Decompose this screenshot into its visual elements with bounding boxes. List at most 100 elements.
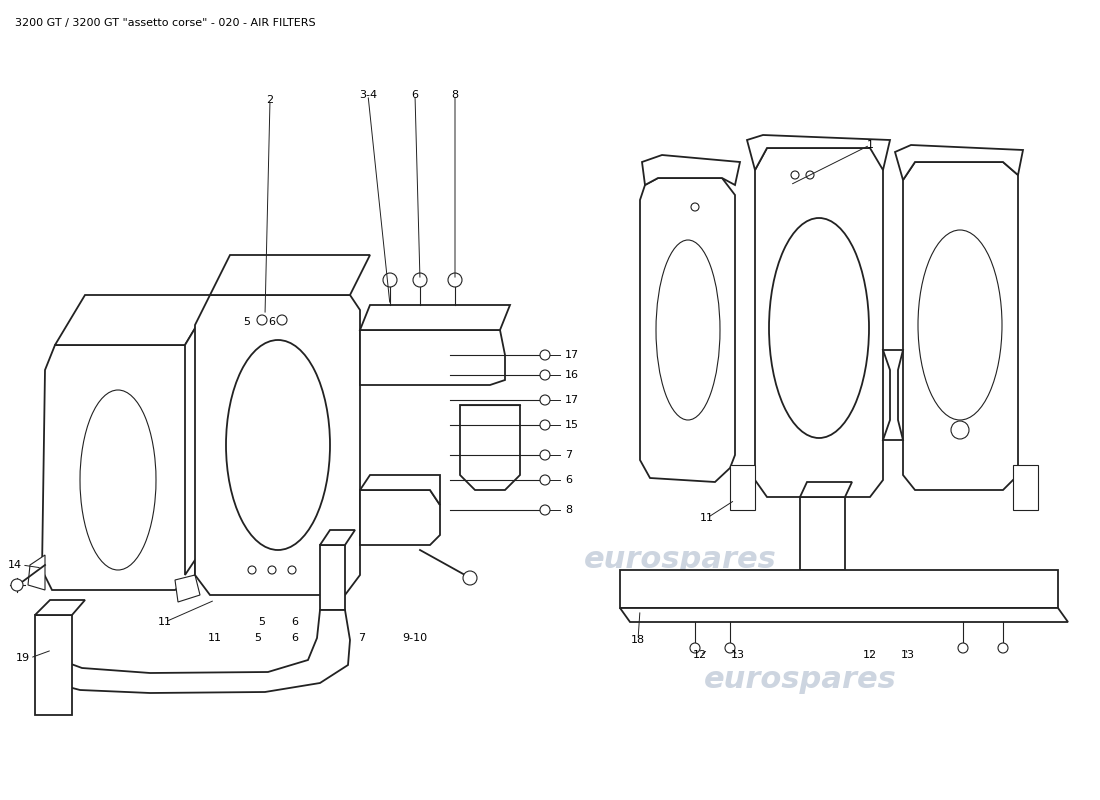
Circle shape bbox=[260, 494, 264, 498]
Circle shape bbox=[778, 280, 782, 284]
Circle shape bbox=[302, 422, 306, 426]
Text: 16: 16 bbox=[565, 370, 579, 380]
Circle shape bbox=[792, 316, 796, 320]
Circle shape bbox=[792, 280, 796, 284]
Circle shape bbox=[274, 422, 278, 426]
Text: 6: 6 bbox=[411, 90, 418, 100]
Circle shape bbox=[260, 440, 264, 444]
Circle shape bbox=[302, 458, 306, 462]
Circle shape bbox=[383, 273, 397, 287]
Circle shape bbox=[834, 244, 838, 248]
Circle shape bbox=[792, 334, 796, 338]
Circle shape bbox=[302, 440, 306, 444]
Circle shape bbox=[778, 370, 782, 374]
Circle shape bbox=[448, 273, 462, 287]
Circle shape bbox=[806, 334, 810, 338]
Text: 7: 7 bbox=[565, 450, 572, 460]
Text: 6: 6 bbox=[268, 317, 275, 327]
Circle shape bbox=[540, 475, 550, 485]
Circle shape bbox=[820, 280, 824, 284]
Circle shape bbox=[412, 273, 427, 287]
Text: 5: 5 bbox=[258, 617, 265, 627]
Circle shape bbox=[260, 368, 264, 372]
Polygon shape bbox=[195, 295, 360, 595]
Text: 19: 19 bbox=[15, 653, 30, 663]
Circle shape bbox=[848, 370, 852, 374]
Polygon shape bbox=[35, 600, 85, 615]
Circle shape bbox=[806, 388, 810, 392]
Circle shape bbox=[248, 566, 256, 574]
Circle shape bbox=[834, 298, 838, 302]
Circle shape bbox=[939, 360, 943, 364]
Polygon shape bbox=[28, 555, 45, 590]
Circle shape bbox=[11, 579, 23, 591]
Circle shape bbox=[806, 244, 810, 248]
Circle shape bbox=[268, 566, 276, 574]
Text: eurospares: eurospares bbox=[99, 415, 292, 445]
Polygon shape bbox=[460, 405, 520, 490]
Circle shape bbox=[690, 643, 700, 653]
Circle shape bbox=[955, 260, 959, 264]
Circle shape bbox=[955, 340, 959, 344]
Circle shape bbox=[971, 280, 975, 284]
Polygon shape bbox=[800, 482, 852, 497]
Circle shape bbox=[288, 476, 292, 480]
Circle shape bbox=[939, 260, 943, 264]
Circle shape bbox=[806, 352, 810, 356]
Circle shape bbox=[971, 340, 975, 344]
Polygon shape bbox=[642, 155, 740, 185]
Circle shape bbox=[820, 406, 824, 410]
Circle shape bbox=[540, 395, 550, 405]
Polygon shape bbox=[895, 145, 1023, 180]
Polygon shape bbox=[175, 575, 200, 602]
Circle shape bbox=[274, 440, 278, 444]
Circle shape bbox=[971, 360, 975, 364]
Circle shape bbox=[806, 424, 810, 428]
Text: 9-10: 9-10 bbox=[403, 633, 428, 643]
Circle shape bbox=[540, 505, 550, 515]
Circle shape bbox=[971, 380, 975, 384]
Circle shape bbox=[302, 494, 306, 498]
Text: 8: 8 bbox=[451, 90, 459, 100]
Text: 7: 7 bbox=[359, 633, 365, 643]
Circle shape bbox=[955, 300, 959, 304]
Polygon shape bbox=[640, 178, 735, 482]
Polygon shape bbox=[42, 345, 195, 590]
Polygon shape bbox=[755, 148, 883, 497]
Circle shape bbox=[848, 262, 852, 266]
Circle shape bbox=[987, 340, 991, 344]
Circle shape bbox=[971, 300, 975, 304]
Circle shape bbox=[260, 476, 264, 480]
Circle shape bbox=[288, 386, 292, 390]
Circle shape bbox=[955, 280, 959, 284]
Circle shape bbox=[792, 244, 796, 248]
Polygon shape bbox=[1013, 465, 1038, 510]
Polygon shape bbox=[730, 465, 755, 510]
Circle shape bbox=[923, 320, 927, 324]
Circle shape bbox=[246, 386, 250, 390]
Circle shape bbox=[792, 352, 796, 356]
Text: eurospares: eurospares bbox=[584, 546, 777, 574]
Circle shape bbox=[806, 370, 810, 374]
Ellipse shape bbox=[656, 240, 721, 420]
Polygon shape bbox=[883, 350, 903, 440]
Polygon shape bbox=[320, 530, 355, 545]
Circle shape bbox=[246, 476, 250, 480]
Circle shape bbox=[806, 316, 810, 320]
Text: 5: 5 bbox=[254, 633, 262, 643]
Circle shape bbox=[246, 440, 250, 444]
Circle shape bbox=[848, 334, 852, 338]
Circle shape bbox=[792, 388, 796, 392]
Text: eurospares: eurospares bbox=[704, 666, 896, 694]
Circle shape bbox=[955, 400, 959, 404]
Text: 12: 12 bbox=[862, 650, 877, 660]
Circle shape bbox=[792, 406, 796, 410]
Circle shape bbox=[246, 368, 250, 372]
Circle shape bbox=[806, 298, 810, 302]
Circle shape bbox=[246, 458, 250, 462]
Ellipse shape bbox=[769, 218, 869, 438]
Circle shape bbox=[848, 298, 852, 302]
Polygon shape bbox=[35, 615, 72, 715]
Text: 13: 13 bbox=[732, 650, 745, 660]
Circle shape bbox=[260, 404, 264, 408]
